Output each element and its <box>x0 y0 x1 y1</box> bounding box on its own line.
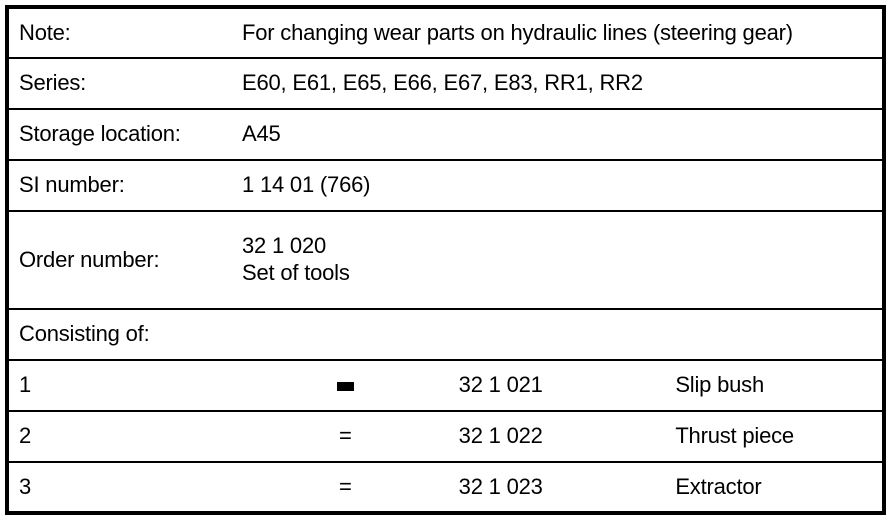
consisting-of-header: Consisting of: <box>9 309 882 362</box>
table-row-storage-location: Storage location: A45 <box>9 109 882 161</box>
table-row-part-2: 2 = 32 1 022 Thrust piece <box>9 410 882 463</box>
order-number-value: 32 1 020 <box>242 233 327 259</box>
row-value-si-number: 1 14 01 (766) <box>232 159 882 212</box>
order-number-set-name: Set of tools <box>242 259 350 285</box>
filled-block-icon <box>336 381 354 391</box>
part-description: Thrust piece <box>665 410 882 463</box>
row-label-storage-location: Storage location: <box>9 109 232 161</box>
part-description: Extractor <box>675 473 762 499</box>
tool-table: Note: For changing wear parts on hydraul… <box>9 9 882 511</box>
part-number: 32 1 022 <box>448 410 666 463</box>
part-number: 32 1 021 <box>448 360 666 412</box>
table-row-consisting-of: Consisting of: <box>9 309 882 362</box>
row-label-series: Series: <box>9 58 232 111</box>
table-row-part-1: 1 32 1 021 Slip bush <box>9 360 882 412</box>
part-number: 32 1 023 <box>458 473 543 499</box>
part-symbol-equals-icon: = <box>232 462 449 511</box>
equals-icon: = <box>339 422 352 448</box>
table-row-si-number: SI number: 1 14 01 (766) <box>9 159 882 212</box>
table-row-note: Note: For changing wear parts on hydraul… <box>9 9 882 60</box>
part-index: 1 <box>9 360 232 412</box>
part-index: 3 <box>19 473 32 499</box>
row-label-order-number: Order number: <box>9 210 232 311</box>
table-row-part-3: 3 = 32 1 023 Extractor <box>9 462 882 511</box>
part-symbol-block-icon <box>232 360 449 412</box>
table-row-series: Series: E60, E61, E65, E66, E67, E83, RR… <box>9 58 882 111</box>
row-value-storage-location: A45 <box>232 109 882 161</box>
table-row-order-number: Order number: 32 1 020 Set of tools <box>9 210 882 311</box>
row-value-order-number: 32 1 020 Set of tools <box>232 210 882 311</box>
equals-icon: = <box>339 473 352 499</box>
part-description: Slip bush <box>665 360 882 412</box>
part-index: 2 <box>9 410 232 463</box>
tool-information-sheet: Note: For changing wear parts on hydraul… <box>5 5 886 515</box>
part-symbol-equals-icon: = <box>232 410 449 463</box>
row-value-note: For changing wear parts on hydraulic lin… <box>232 9 882 60</box>
row-label-note: Note: <box>9 9 232 60</box>
row-label-si-number: SI number: <box>9 159 232 212</box>
row-value-series: E60, E61, E65, E66, E67, E83, RR1, RR2 <box>232 58 882 111</box>
